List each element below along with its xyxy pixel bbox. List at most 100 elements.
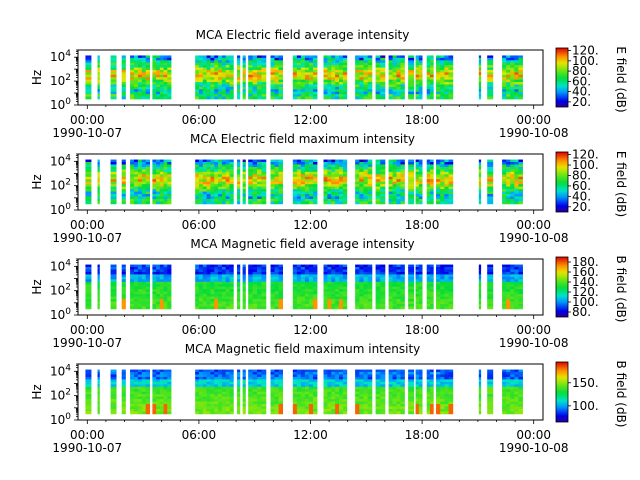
spectrogram-cell <box>156 84 161 88</box>
spectrogram-cell <box>274 279 279 283</box>
spectrogram-cell <box>167 386 172 390</box>
spectrogram-cell <box>355 69 360 73</box>
spectrogram-cell <box>342 408 348 412</box>
spectrogram-cell <box>392 55 397 59</box>
spectrogram-cell <box>152 276 157 280</box>
spectrogram-cell <box>225 391 230 395</box>
spectrogram-cell <box>396 289 401 293</box>
spectrogram-cell <box>257 174 262 178</box>
spectrogram-cell <box>206 301 211 305</box>
spectrogram-cell <box>426 271 431 275</box>
spectrogram-cell <box>342 69 348 73</box>
spectrogram-cell <box>296 396 302 400</box>
spectrogram-cell <box>331 60 336 64</box>
spectrogram-cell <box>296 171 302 175</box>
spectrogram-cell <box>210 164 215 168</box>
spectrogram-cell <box>440 291 445 295</box>
x-tick-date-label: 1990-10-07 <box>52 231 122 245</box>
spectrogram-cell <box>278 291 283 295</box>
colorbar-label: B field (dB) <box>614 256 628 323</box>
spectrogram-cell <box>506 91 511 95</box>
spectrogram-cell <box>510 196 515 200</box>
spectrogram-cell <box>202 201 208 205</box>
spectrogram-cell <box>436 198 441 202</box>
spectrogram-cell <box>506 198 511 202</box>
spectrogram-cell <box>156 399 161 402</box>
spectrogram-cell <box>270 399 275 402</box>
spectrogram-cell <box>342 159 348 163</box>
spectrogram-cell <box>195 384 200 388</box>
spectrogram-cell <box>323 384 328 388</box>
spectrogram-cell <box>141 396 147 400</box>
spectrogram-cell <box>444 79 449 83</box>
spectrogram-cell <box>323 394 328 398</box>
spectrogram-cell <box>436 201 441 205</box>
spectrogram-cell <box>335 171 340 175</box>
spectrogram-cell <box>121 176 126 180</box>
spectrogram-cell <box>137 171 143 175</box>
spectrogram-cell <box>400 174 405 178</box>
spectrogram-cell <box>85 82 92 85</box>
spectrogram-cell <box>308 176 314 180</box>
spectrogram-cell <box>506 299 511 302</box>
spectrogram-cell <box>159 84 164 88</box>
spectrogram-cell <box>261 201 267 205</box>
spectrogram-cell <box>339 399 344 402</box>
spectrogram-cell <box>408 60 415 64</box>
spectrogram-cell <box>167 369 172 373</box>
spectrogram-cell <box>270 411 275 415</box>
spectrogram-cell <box>339 186 344 190</box>
spectrogram-cell <box>242 181 246 185</box>
spectrogram-cell <box>296 191 302 195</box>
spectrogram-cell <box>121 301 126 305</box>
spectrogram-cell <box>506 159 511 163</box>
spectrogram-cell <box>355 274 360 278</box>
spectrogram-cell <box>430 67 434 71</box>
spectrogram-cell <box>206 384 211 388</box>
spectrogram-cell <box>308 271 314 275</box>
spectrogram-cell <box>195 164 200 168</box>
spectrogram-cell <box>355 60 360 64</box>
spectrogram-cell <box>323 67 328 71</box>
spectrogram-cell <box>308 162 314 165</box>
spectrogram-cell <box>444 72 449 76</box>
spectrogram-cell <box>248 296 254 300</box>
spectrogram-cell <box>121 294 126 297</box>
spectrogram-cell <box>159 198 164 202</box>
spectrogram-cell <box>339 67 344 71</box>
spectrogram-cell <box>327 386 332 390</box>
spectrogram-cell <box>261 86 267 90</box>
spectrogram-cell <box>304 198 310 202</box>
spectrogram-cell <box>121 296 126 300</box>
spectrogram-cell <box>210 306 215 310</box>
spectrogram-cell <box>145 379 151 383</box>
spectrogram-cell <box>257 57 262 61</box>
spectrogram-cell <box>415 269 420 273</box>
spectrogram-cell <box>145 201 151 205</box>
spectrogram-cell <box>375 271 381 275</box>
spectrogram-cell <box>195 286 200 290</box>
spectrogram-cell <box>342 299 348 302</box>
spectrogram-cell <box>97 289 100 293</box>
spectrogram-cell <box>418 162 423 165</box>
spectrogram-cell <box>261 55 267 59</box>
spectrogram-cell <box>300 176 306 180</box>
spectrogram-cell <box>242 84 246 88</box>
spectrogram-cell <box>214 191 219 195</box>
spectrogram-cell <box>355 198 360 202</box>
spectrogram-cell <box>261 198 267 202</box>
spectrogram-cell <box>415 60 420 64</box>
spectrogram-cell <box>444 86 449 90</box>
spectrogram-cell <box>202 96 208 100</box>
spectrogram-cell <box>248 186 254 190</box>
spectrogram-cell <box>426 289 431 293</box>
spectrogram-cell <box>308 281 314 285</box>
spectrogram-cell <box>292 369 298 373</box>
spectrogram-cell <box>380 74 386 78</box>
spectrogram-cell <box>214 198 219 202</box>
spectrogram-cell <box>145 369 151 373</box>
spectrogram-cell <box>478 164 482 168</box>
spectrogram-cell <box>363 77 369 81</box>
spectrogram-cell <box>257 384 262 388</box>
